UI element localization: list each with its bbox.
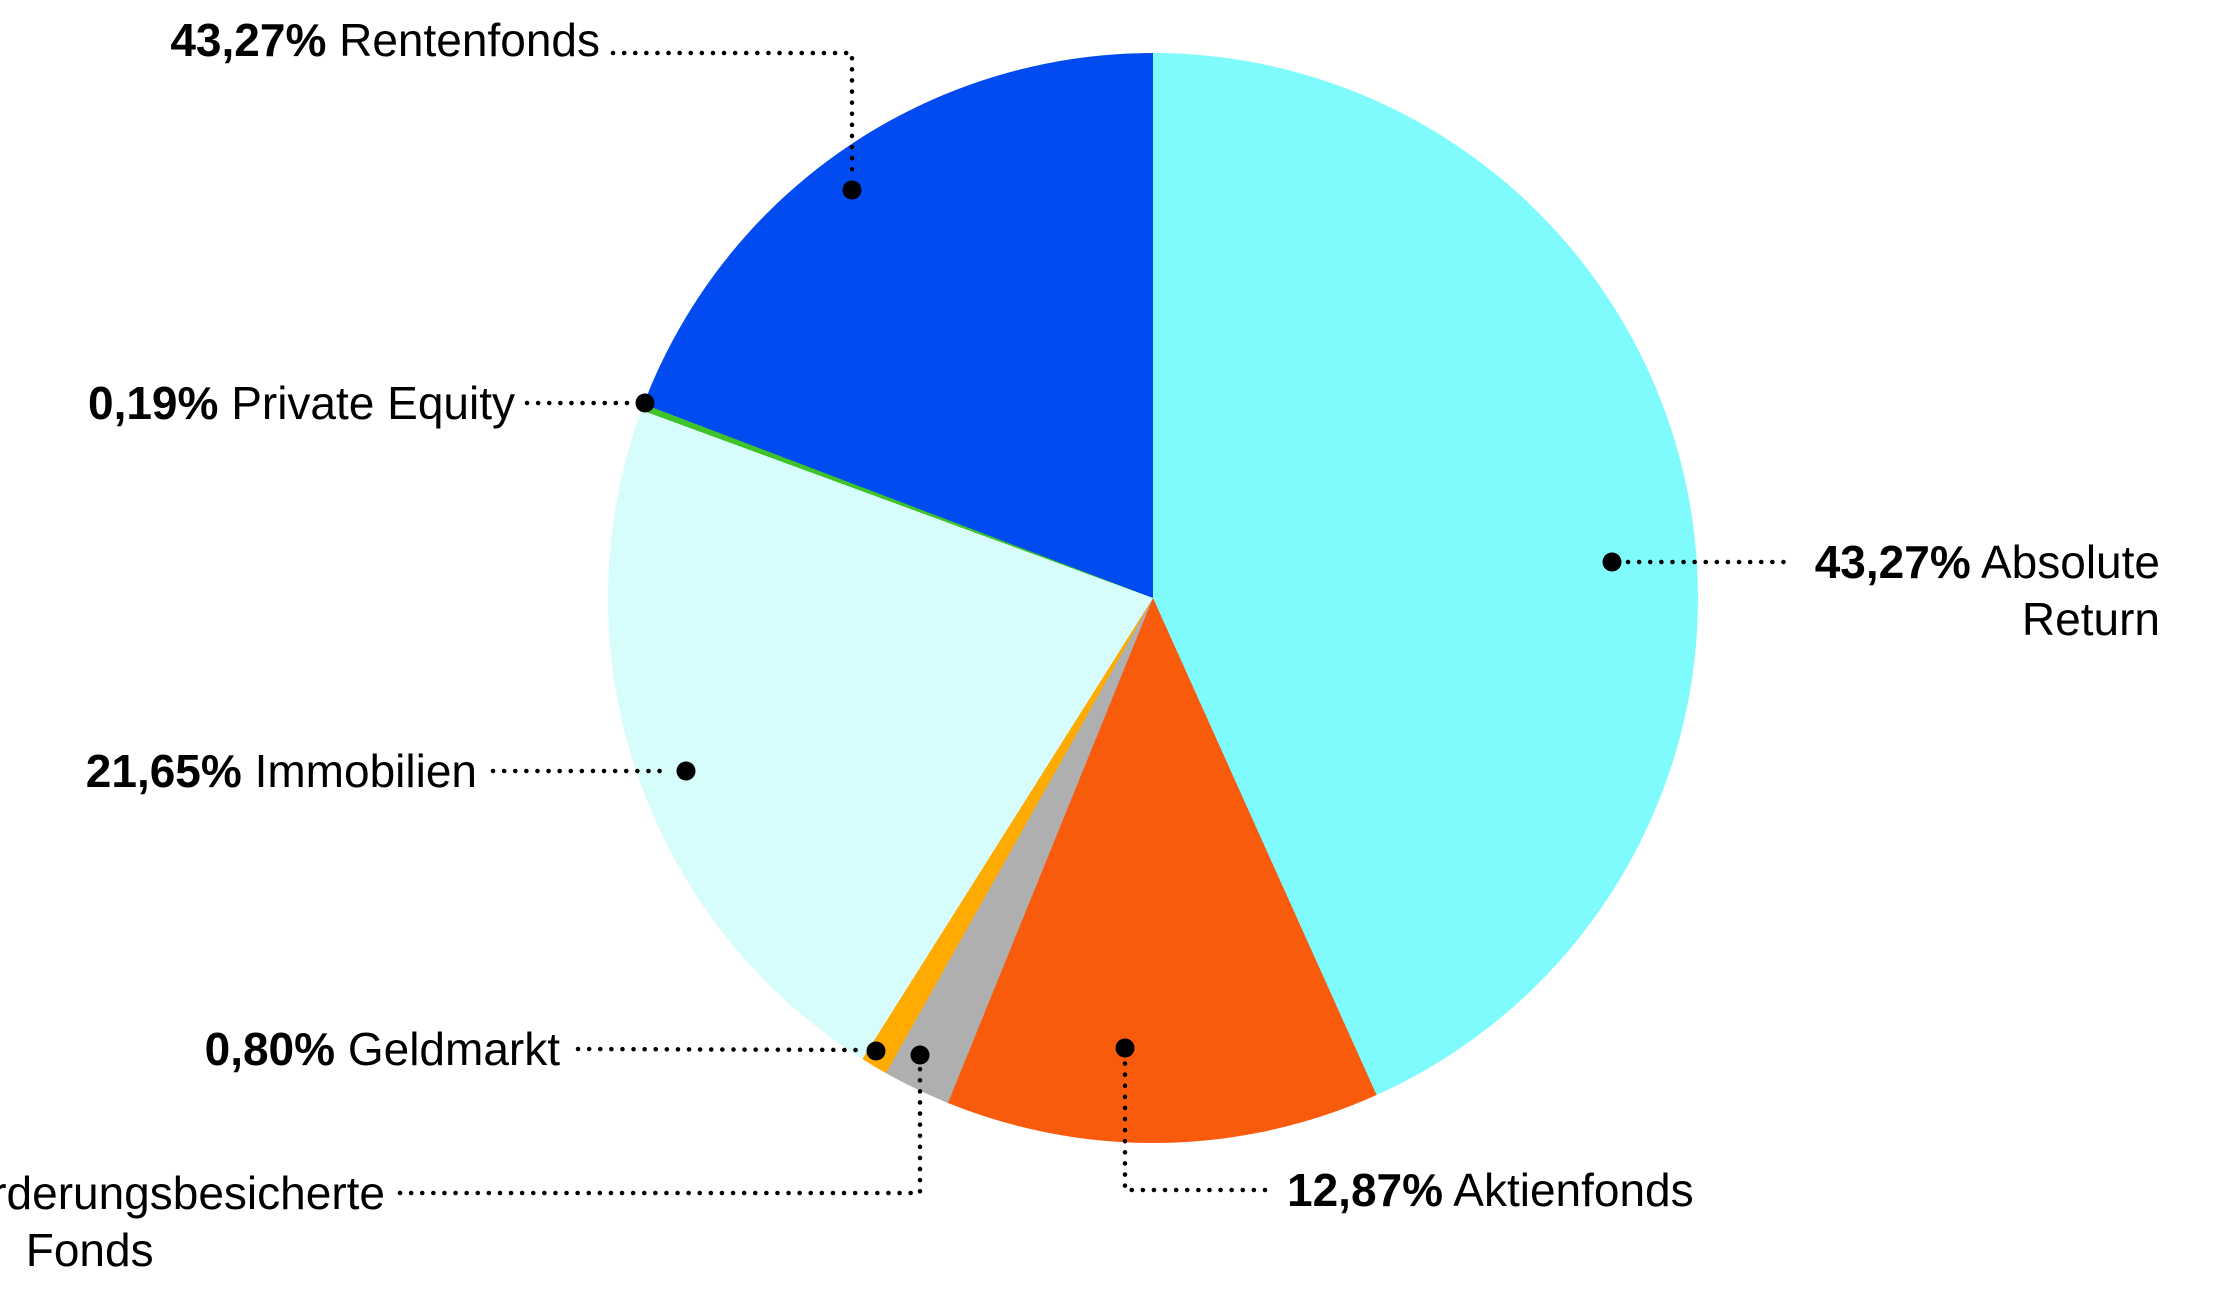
leader-line [610,50,855,181]
slice-name: Fonds [25,1223,154,1276]
slice-label-absolute-return: 43,27% Absolute Return [1815,534,2160,648]
slice-percent: 43,27% [1814,535,1971,588]
leader-line [397,1065,923,1196]
slice-label-rentenfonds: 43,27% Rentenfonds [170,12,600,69]
slice-name: Private Equity [231,376,515,429]
leader-line [575,1046,859,1053]
slice-name: Absolute [1980,535,2160,588]
slice-label-aktienfonds: 12,87% Aktienfonds [1287,1162,1694,1219]
slice-label-geldmarkt: 0,80% Geldmarkt [205,1021,560,1078]
slice-name: Immobilien [254,744,477,797]
slice-label-private-equity: 0,19% Private Equity [88,375,515,432]
slice-name: Aktienfonds [1453,1163,1694,1216]
slice-name: Return [2021,592,2160,645]
slice-label-forderungsbesicherte-fonds: 2,01% ForderungsbesicherteFonds [0,1165,385,1279]
slice-label-immobilien: 21,65% Immobilien [86,743,477,800]
slice-name: Rentenfonds [339,13,600,66]
slice-percent: 12,87% [1287,1163,1444,1216]
slice-percent: 43,27% [170,13,327,66]
slice-name: Forderungsbesicherte [0,1166,385,1219]
slice-name: Geldmarkt [347,1022,560,1075]
pie-chart [608,53,1698,1143]
slice-percent: 21,65% [85,744,242,797]
slice-percent: 0,80% [204,1022,336,1075]
slice-percent: 0,19% [87,376,219,429]
